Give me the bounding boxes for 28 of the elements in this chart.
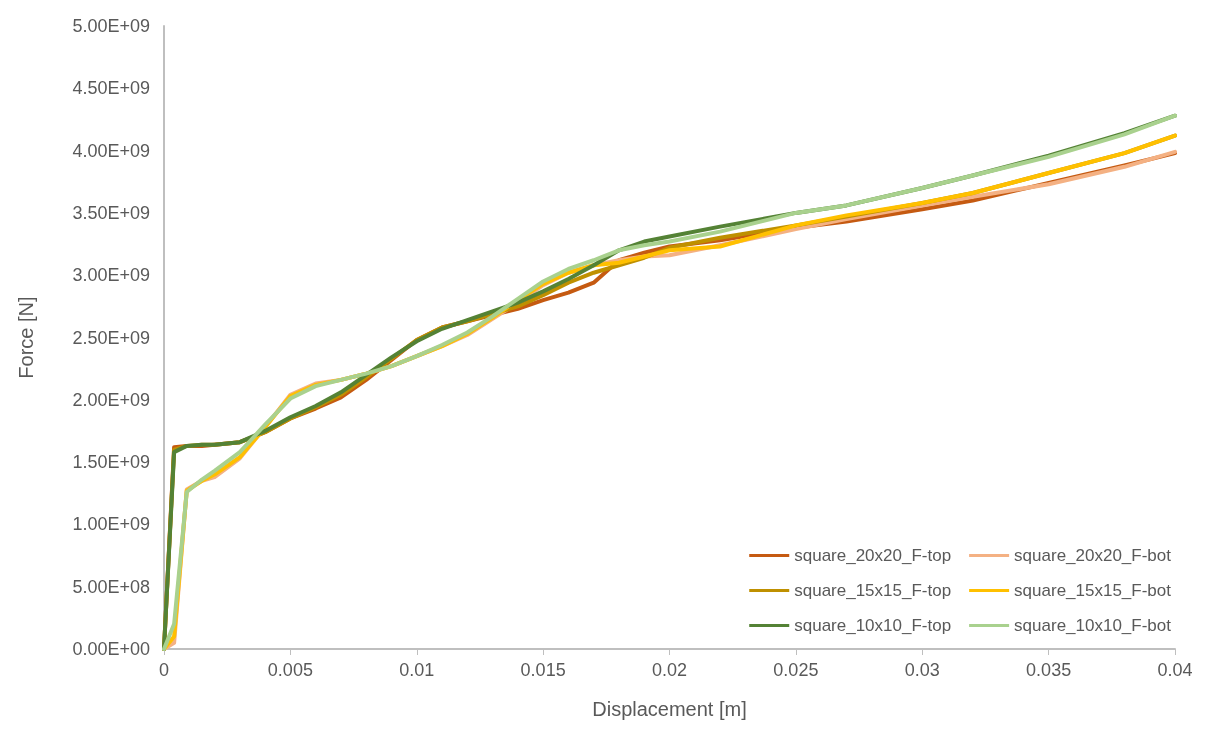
- x-tick-label: 0.03: [904, 660, 940, 680]
- x-tick-label: 0.005: [267, 660, 313, 680]
- y-tick-label: 5.00E+08: [72, 576, 150, 597]
- y-axis-title: Force [N]: [15, 296, 37, 379]
- x-tick-label: 0: [158, 660, 170, 680]
- legend-label: square_10x10_F-bot: [1014, 616, 1172, 635]
- legend-label: square_10x10_F-top: [794, 616, 952, 635]
- y-tick-label: 1.50E+09: [72, 452, 150, 473]
- y-tick-label: 4.00E+09: [72, 140, 150, 161]
- y-tick-label: 3.00E+09: [72, 265, 150, 286]
- legend-label: square_20x20_F-top: [794, 546, 952, 565]
- x-tick-label: 0.035: [1026, 660, 1072, 680]
- y-tick-label: 2.00E+09: [72, 389, 150, 410]
- legend-label: square_15x15_F-bot: [1014, 581, 1172, 600]
- x-tick-label: 0.025: [773, 660, 819, 680]
- y-tick-label: 2.50E+09: [72, 327, 150, 348]
- x-axis-title: Displacement [m]: [592, 698, 747, 720]
- y-tick-label: 4.50E+09: [72, 78, 150, 99]
- x-tick-label: 0.015: [520, 660, 566, 680]
- legend-label: square_15x15_F-top: [794, 581, 952, 600]
- x-tick-label: 0.02: [651, 660, 688, 680]
- y-tick-label: 5.00E+09: [72, 16, 150, 36]
- x-tick-label: 0.04: [1157, 660, 1193, 680]
- legend-label: square_20x20_F-bot: [1014, 546, 1172, 565]
- x-tick-label: 0.01: [399, 660, 435, 680]
- y-tick-label: 3.50E+09: [72, 202, 150, 223]
- y-tick-label: 1.00E+09: [72, 514, 150, 535]
- y-tick-label: 0.00E+00: [72, 639, 150, 659]
